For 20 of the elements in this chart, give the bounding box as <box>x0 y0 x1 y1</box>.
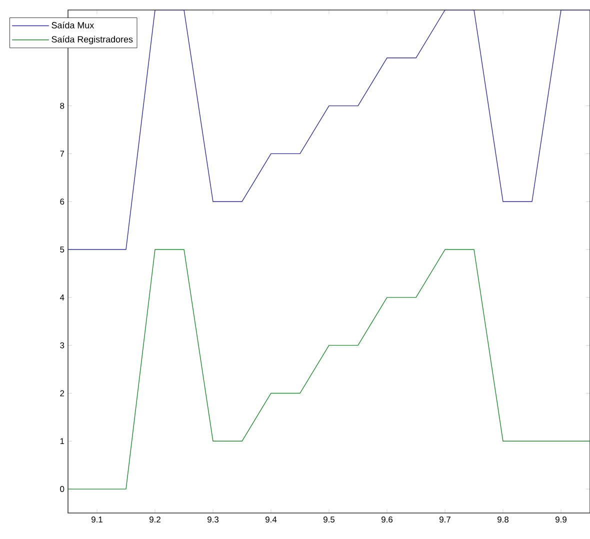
y-tick-label: 2 <box>60 390 64 396</box>
x-tick-label: 9.5 <box>324 516 335 523</box>
y-tick-label: 7 <box>60 150 64 157</box>
y-tick-label: 4 <box>60 294 64 300</box>
y-tick-label: 1 <box>60 438 64 444</box>
y-tick-label: 3 <box>60 342 64 348</box>
legend-label: Saída Registradores <box>52 36 133 44</box>
y-tick-label: 0 <box>60 486 64 492</box>
x-tick-label: 9.3 <box>208 516 219 523</box>
legend-label: Saída Mux <box>52 22 94 28</box>
x-tick-label: 9.8 <box>498 516 509 523</box>
x-tick-label: 9.4 <box>266 516 277 523</box>
y-tick-label: 5 <box>60 246 64 252</box>
y-tick-label: 6 <box>60 198 64 205</box>
x-tick-label: 9.1 <box>92 516 102 523</box>
y-tick-label: 8 <box>60 102 64 109</box>
x-tick-label: 9.2 <box>150 516 160 523</box>
x-tick-label: 9.6 <box>382 516 393 523</box>
x-tick-label: 9.7 <box>440 516 450 523</box>
x-tick-label: 9.9 <box>556 516 566 523</box>
